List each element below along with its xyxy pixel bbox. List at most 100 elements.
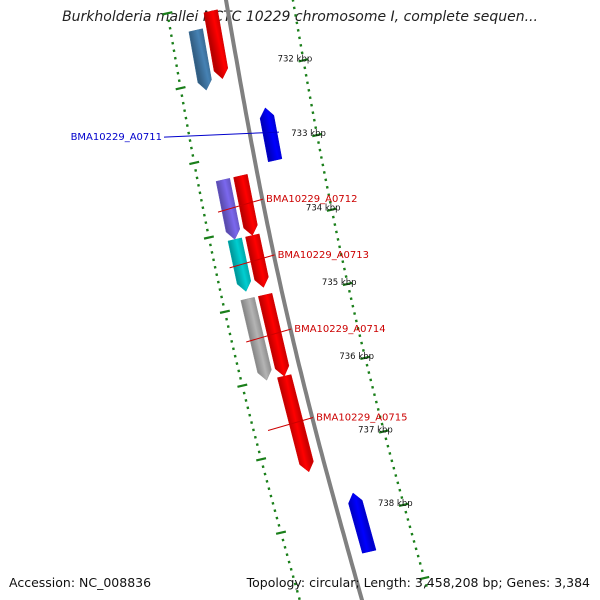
feature-arrow[interactable] <box>259 107 283 163</box>
minor-tick <box>404 510 408 514</box>
major-tick <box>162 11 173 16</box>
minor-tick <box>167 19 171 23</box>
minor-tick <box>378 415 382 419</box>
ruler-label: 735 kbp <box>322 278 357 288</box>
feature-arrow[interactable] <box>233 173 258 236</box>
backbone-ring <box>223 0 365 600</box>
feature-f10[interactable] <box>348 492 377 554</box>
feature-labels: BMA10229_A0711 BMA10229_A0712 BMA10229_A07… <box>71 131 408 431</box>
label-BMA10229_A0715[interactable]: BMA10229_A0715 <box>267 412 408 431</box>
minor-tick <box>371 385 375 389</box>
minor-tick <box>188 139 192 142</box>
minor-tick <box>396 481 400 485</box>
minor-tick <box>373 393 376 397</box>
major-tick <box>398 502 409 508</box>
minor-tick <box>261 465 265 469</box>
minor-tick <box>218 288 222 291</box>
minor-tick <box>344 275 348 278</box>
minor-tick <box>365 363 369 367</box>
minor-tick <box>394 474 398 477</box>
minor-tick <box>237 369 241 373</box>
feature-f0[interactable] <box>203 9 229 80</box>
minor-tick <box>231 347 235 351</box>
feature-f7[interactable] <box>257 293 290 377</box>
minor-tick <box>271 501 275 505</box>
feature-f3[interactable] <box>233 173 258 236</box>
feature-label[interactable]: BMA10229_A0713 <box>278 250 369 261</box>
minor-tick <box>169 34 173 38</box>
feature-arrow[interactable] <box>277 374 314 473</box>
feature-f1[interactable] <box>188 28 212 91</box>
feature-label[interactable]: BMA10229_A0711 <box>71 132 162 143</box>
minor-tick <box>295 21 299 25</box>
minor-tick <box>285 553 289 557</box>
label-BMA10229_A0714[interactable]: BMA10229_A0714 <box>246 324 386 343</box>
minor-tick <box>354 319 358 323</box>
minor-tick <box>213 265 217 269</box>
minor-tick <box>361 349 365 352</box>
feature-label[interactable]: BMA10229_A0712 <box>266 194 357 205</box>
minor-tick <box>311 111 315 115</box>
feature-label[interactable]: BMA10229_A0715 <box>316 412 407 423</box>
minor-tick <box>414 547 418 551</box>
feature-label[interactable]: BMA10229_A0714 <box>294 324 385 335</box>
feature-f5[interactable] <box>245 233 269 288</box>
minor-tick <box>201 206 205 210</box>
minor-tick <box>180 94 184 98</box>
major-tick <box>256 457 267 462</box>
minor-tick <box>212 258 215 262</box>
minor-tick <box>265 479 269 483</box>
minor-tick <box>269 494 273 498</box>
minor-tick <box>310 103 313 107</box>
feature-f2[interactable] <box>259 107 283 163</box>
minor-tick <box>420 569 424 573</box>
minor-tick <box>306 81 309 85</box>
minor-tick <box>253 435 257 439</box>
minor-tick <box>281 538 285 542</box>
feature-arrow[interactable] <box>257 293 290 377</box>
right-tick-ring <box>162 11 301 600</box>
minor-tick <box>216 280 220 284</box>
feature-arrow[interactable] <box>188 28 212 91</box>
minor-tick <box>358 334 362 338</box>
minor-tick <box>331 215 335 219</box>
minor-tick <box>333 223 337 226</box>
feature-arrow[interactable] <box>245 233 269 288</box>
minor-tick <box>185 124 189 128</box>
minor-tick <box>384 437 388 441</box>
minor-tick <box>239 376 242 380</box>
major-tick <box>203 235 215 240</box>
major-tick <box>275 530 287 535</box>
minor-tick <box>263 472 267 476</box>
accession-text: Accession: NC_008836 <box>9 575 152 590</box>
minor-tick <box>318 148 322 152</box>
label-BMA10229_A0711[interactable]: BMA10229_A0711 <box>71 131 279 143</box>
minor-tick <box>187 131 191 135</box>
minor-tick <box>221 302 225 306</box>
feature-arrow[interactable] <box>348 492 377 554</box>
major-tick <box>360 355 371 361</box>
major-tick <box>219 309 231 314</box>
tick-rings <box>162 0 430 600</box>
minor-tick <box>312 118 316 122</box>
minor-tick <box>226 325 230 329</box>
minor-tick <box>246 406 250 410</box>
sequence-summary: Topology: circular; Length: 3,458,208 bp… <box>246 575 590 590</box>
feature-arrow[interactable] <box>203 9 229 80</box>
major-tick <box>237 383 248 388</box>
minor-tick <box>408 525 412 529</box>
minor-tick <box>303 66 307 70</box>
minor-tick <box>390 459 394 463</box>
minor-tick <box>190 146 193 150</box>
label-BMA10229_A0712[interactable]: BMA10229_A0712 <box>217 194 357 213</box>
minor-tick <box>334 230 338 234</box>
minor-tick <box>304 73 308 77</box>
feature-f9[interactable] <box>277 374 314 473</box>
minor-tick <box>322 170 326 174</box>
minor-tick <box>424 583 428 587</box>
leader-line <box>217 198 264 213</box>
minor-tick <box>374 400 378 404</box>
minor-tick <box>317 141 320 145</box>
label-BMA10229_A0713[interactable]: BMA10229_A0713 <box>229 250 369 269</box>
